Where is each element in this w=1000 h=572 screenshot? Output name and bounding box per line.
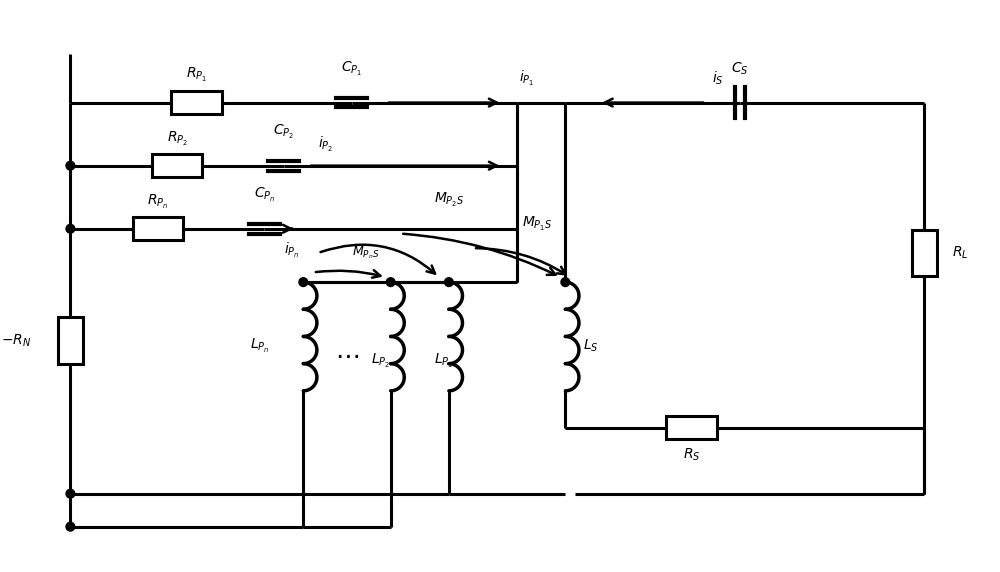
FancyBboxPatch shape [912, 230, 937, 276]
Text: $M_{P_1S}$: $M_{P_1S}$ [522, 215, 552, 233]
FancyBboxPatch shape [152, 154, 202, 177]
Text: $L_{P_n}$: $L_{P_n}$ [250, 337, 269, 355]
Text: $C_{P_n}$: $C_{P_n}$ [254, 186, 275, 204]
Text: $L_{P_2}$: $L_{P_2}$ [371, 352, 391, 370]
Text: $R_{P_1}$: $R_{P_1}$ [186, 66, 207, 85]
Text: $M_{P_2S}$: $M_{P_2S}$ [434, 190, 464, 209]
FancyBboxPatch shape [666, 416, 717, 439]
Text: $R_L$: $R_L$ [952, 245, 968, 261]
Circle shape [299, 278, 308, 287]
Text: $C_{P_1}$: $C_{P_1}$ [341, 59, 362, 78]
Text: $L_S$: $L_S$ [583, 338, 598, 355]
FancyBboxPatch shape [171, 91, 222, 114]
Text: $i_{P_1}$: $i_{P_1}$ [519, 69, 534, 88]
Text: $R_{P_n}$: $R_{P_n}$ [147, 193, 168, 210]
Circle shape [386, 278, 395, 287]
Text: $R_{P_2}$: $R_{P_2}$ [167, 129, 188, 148]
Circle shape [561, 278, 570, 287]
Text: $-R_N$: $-R_N$ [1, 332, 32, 348]
Text: $L_{P_1}$: $L_{P_1}$ [434, 352, 454, 370]
Circle shape [66, 224, 75, 233]
Text: $C_S$: $C_S$ [731, 61, 749, 77]
FancyBboxPatch shape [133, 217, 183, 240]
Text: $C_{P_2}$: $C_{P_2}$ [273, 122, 294, 141]
Text: $i_S$: $i_S$ [712, 70, 724, 87]
Text: $i_{P_2}$: $i_{P_2}$ [318, 135, 333, 154]
Text: $i_{P_n}$: $i_{P_n}$ [284, 241, 299, 260]
Text: $M_{{P_n}S}$: $M_{{P_n}S}$ [352, 245, 379, 261]
FancyBboxPatch shape [58, 317, 83, 364]
Circle shape [66, 522, 75, 531]
Circle shape [66, 489, 75, 498]
Text: $R_S$: $R_S$ [683, 447, 700, 463]
Circle shape [66, 161, 75, 170]
Circle shape [445, 278, 453, 287]
Text: $\cdots$: $\cdots$ [335, 344, 359, 367]
